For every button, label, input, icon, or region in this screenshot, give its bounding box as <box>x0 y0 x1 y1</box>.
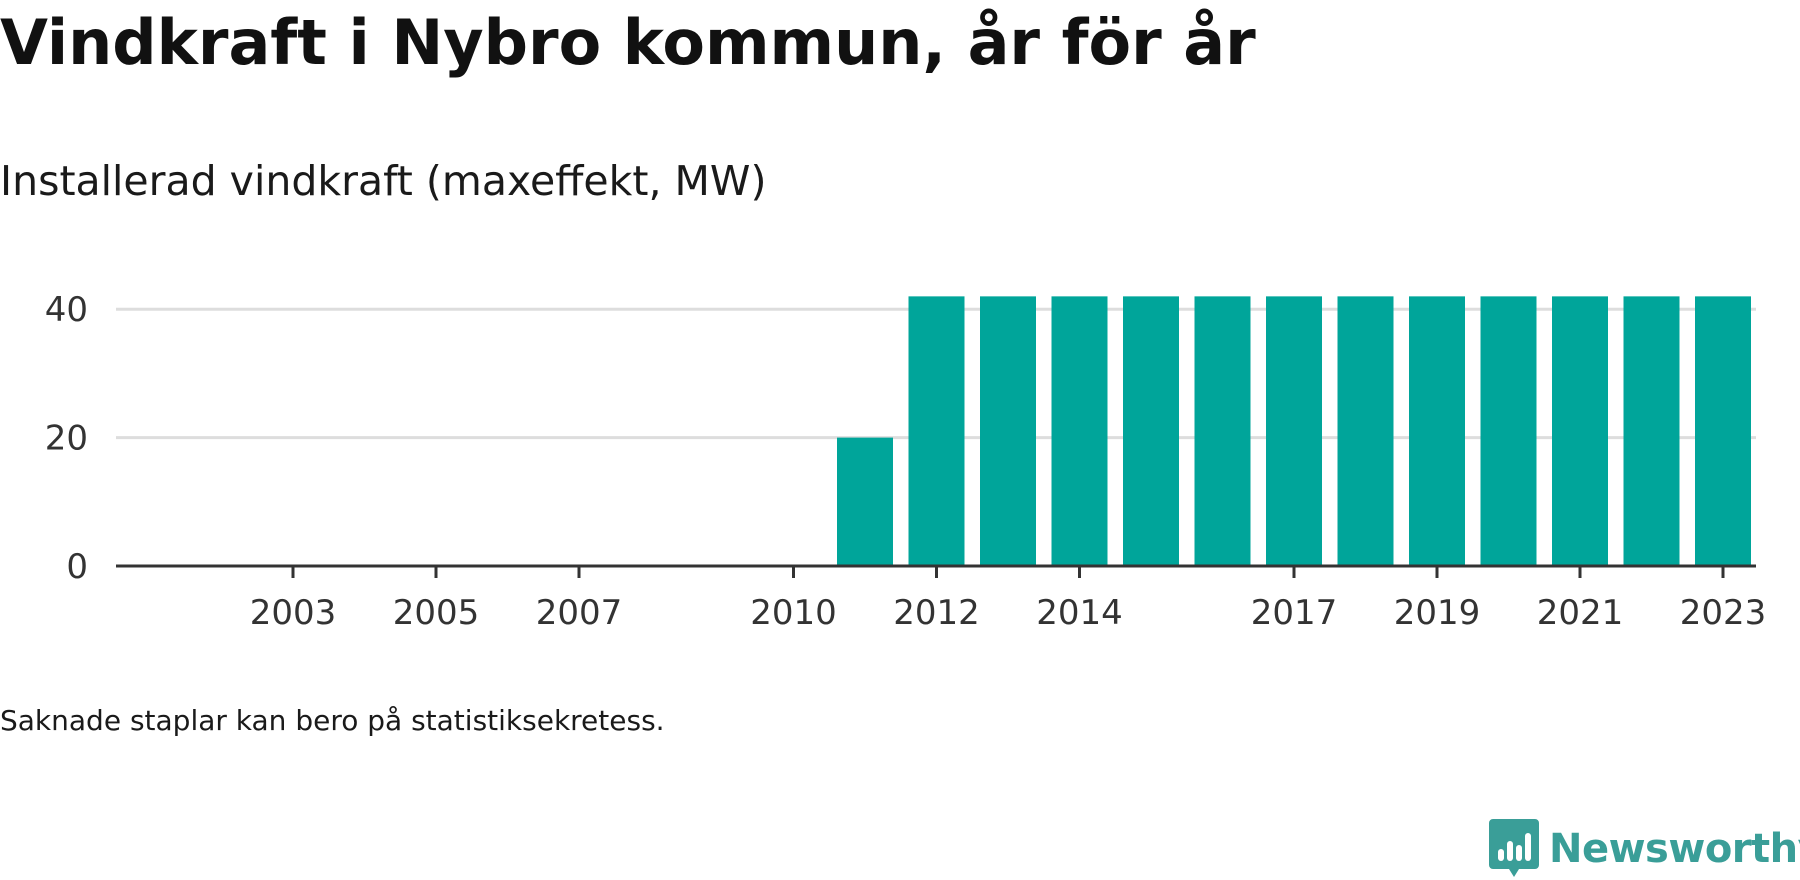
bar <box>1552 296 1608 566</box>
y-tick-label: 0 <box>66 547 88 587</box>
x-tick-label: 2003 <box>250 593 337 633</box>
chart-subtitle: Installerad vindkraft (maxeffekt, MW) <box>0 157 767 205</box>
bar <box>908 296 965 566</box>
chart-title: Vindkraft i Nybro kommun, år för år <box>0 6 1256 79</box>
brand-logo: Newsworthy <box>1489 818 1800 880</box>
x-tick-label: 2021 <box>1537 593 1624 633</box>
x-tick-label: 2023 <box>1680 593 1767 633</box>
newsworthy-logo-icon <box>1489 819 1539 877</box>
bar <box>1266 296 1322 566</box>
x-tick-label: 2019 <box>1394 593 1481 633</box>
bar <box>1623 296 1680 566</box>
bar <box>1409 296 1465 566</box>
bar <box>980 296 1036 566</box>
bar <box>1194 296 1251 566</box>
x-tick-label: 2005 <box>393 593 480 633</box>
x-tick-label: 2014 <box>1036 593 1123 633</box>
bar <box>1480 296 1537 566</box>
x-tick-label: 2017 <box>1251 593 1338 633</box>
bar <box>837 437 893 566</box>
x-tick-label: 2010 <box>750 593 837 633</box>
footnote: Saknade staplar kan bero på statistiksek… <box>0 704 665 737</box>
x-tick-label: 2007 <box>536 593 623 633</box>
bar <box>1337 296 1394 566</box>
x-tick-label: 2012 <box>893 593 980 633</box>
bar <box>1051 296 1108 566</box>
y-tick-label: 40 <box>45 290 88 330</box>
brand-name: Newsworthy <box>1549 826 1800 872</box>
y-tick-label: 20 <box>45 419 88 459</box>
bar <box>1123 296 1179 566</box>
bar <box>1695 296 1751 566</box>
